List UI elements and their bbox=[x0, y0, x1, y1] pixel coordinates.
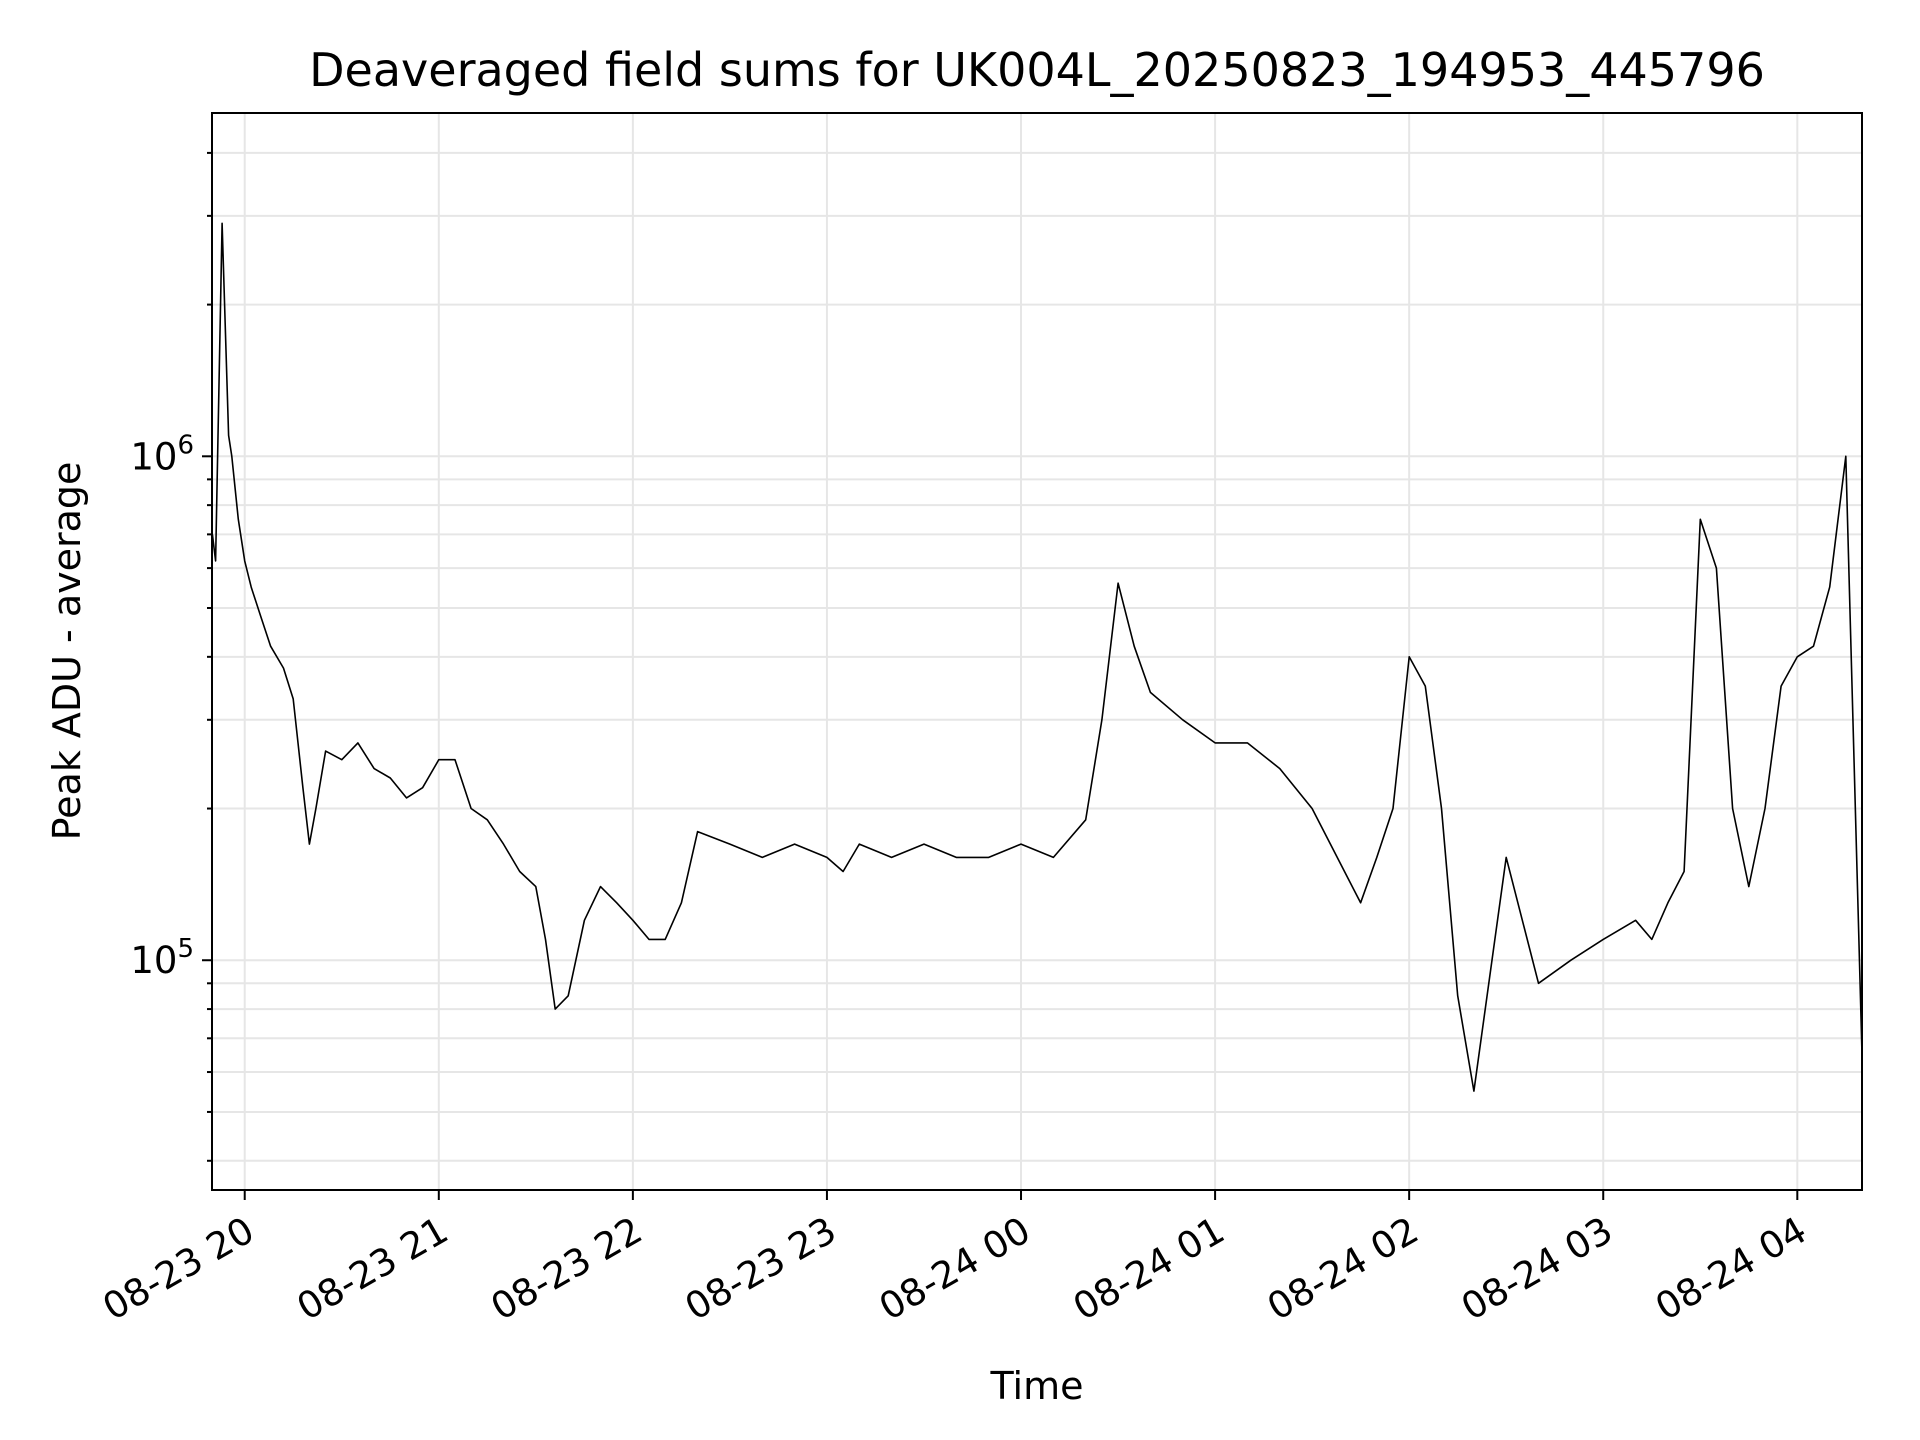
series-line-0 bbox=[211, 222, 1863, 1092]
x-tick-label: 08-24 03 bbox=[1454, 1209, 1620, 1329]
x-tick-label: 08-24 04 bbox=[1648, 1209, 1814, 1329]
y-tick-exponent: 5 bbox=[177, 934, 194, 964]
x-axis: 08-23 20 08-23 21 08-23 22 08-23 23 08-24 00… bbox=[96, 1190, 1814, 1329]
y-axis-label: Peak ADU - average bbox=[45, 462, 89, 841]
x-tick-label: 08-23 23 bbox=[678, 1209, 844, 1329]
y-tick-base: 10 bbox=[130, 435, 177, 478]
x-tick-label: 08-24 01 bbox=[1066, 1209, 1232, 1329]
chart-title: Deaveraged field sums for UK004L_2025082… bbox=[309, 43, 1765, 97]
y-tick-exponent: 6 bbox=[177, 430, 194, 460]
y-tick-label: 105 bbox=[130, 934, 194, 982]
y-tick-base: 10 bbox=[130, 939, 177, 982]
x-tick-label: 08-23 21 bbox=[290, 1209, 456, 1329]
x-tick-label: 08-24 00 bbox=[872, 1209, 1038, 1329]
x-tick-label: 08-23 20 bbox=[96, 1209, 262, 1329]
plot-area bbox=[211, 222, 1863, 1092]
plot-frame bbox=[211, 112, 1863, 1191]
y-tick-label: 106 bbox=[130, 430, 194, 478]
x-axis-label: Time bbox=[990, 1364, 1084, 1408]
x-tick-label: 08-24 02 bbox=[1260, 1209, 1426, 1329]
x-tick-label: 08-23 22 bbox=[484, 1209, 650, 1329]
gridlines bbox=[212, 113, 1862, 1190]
